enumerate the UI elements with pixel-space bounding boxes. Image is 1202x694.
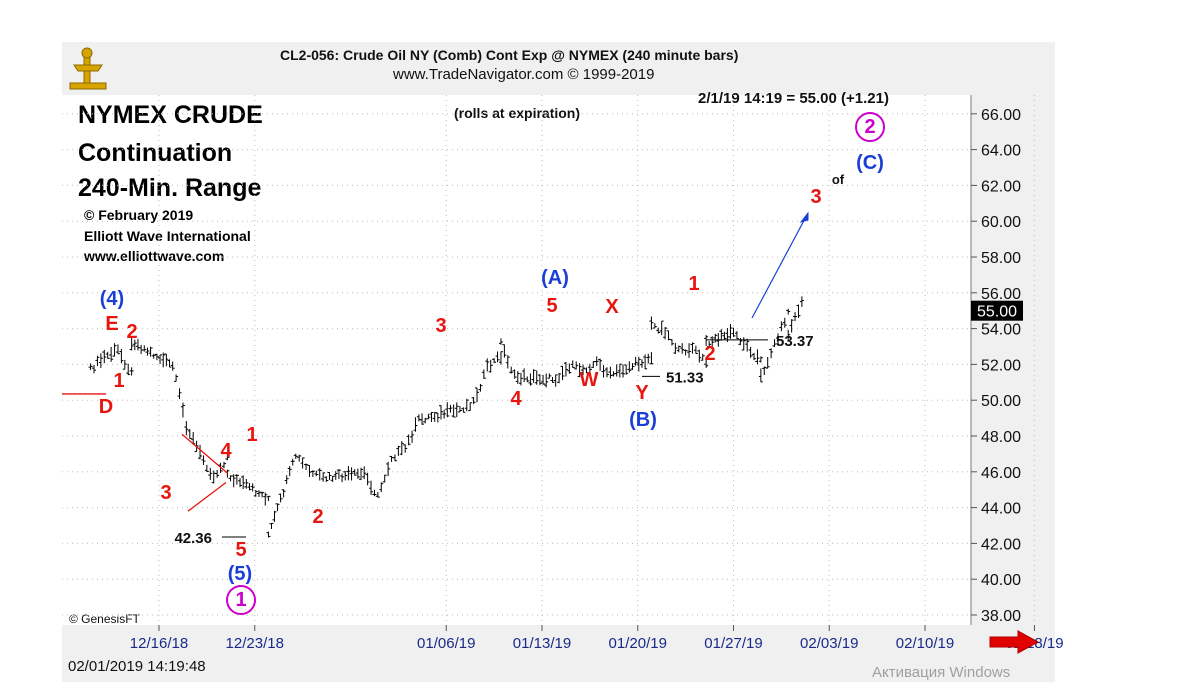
- trend-upper-line: [181, 433, 229, 475]
- wave-label: 3: [160, 482, 171, 504]
- wave-label: E: [105, 313, 118, 335]
- y-tick-label: 42.00: [981, 536, 1021, 553]
- x-tick-label: 12/16/18: [130, 635, 188, 652]
- wave-label: (5): [228, 563, 252, 585]
- level-label-53-37: 53.37: [776, 333, 814, 350]
- y-tick-label: 54.00: [981, 322, 1021, 339]
- y-tick-label: 40.00: [981, 572, 1021, 589]
- trend-lower-line: [187, 482, 227, 512]
- projection-arrow: [751, 212, 809, 319]
- level-label-51-33: 51.33: [666, 369, 704, 386]
- copyright-text: © February 2019: [84, 207, 194, 223]
- wave-label: 5: [235, 539, 246, 561]
- x-tick-label: 12/23/18: [226, 635, 284, 652]
- y-tick-label: 66.00: [981, 107, 1021, 124]
- wave-label: 4: [220, 440, 232, 462]
- level-label-42-36: 42.36: [174, 530, 212, 547]
- x-tick-label: 02/10/19: [896, 635, 954, 652]
- wave-label: 4: [510, 388, 522, 410]
- wave-label: 1: [688, 273, 699, 295]
- y-tick-label: 44.00: [981, 501, 1021, 518]
- title-line-1: NYMEX CRUDE: [78, 101, 263, 129]
- wave-label: (4): [100, 288, 124, 310]
- chart-header-title: CL2-056: Crude Oil NY (Comb) Cont Exp @ …: [280, 47, 739, 63]
- timestamp: 02/01/2019 14:19:48: [68, 658, 206, 675]
- x-tick-label: 02/03/19: [800, 635, 858, 652]
- wave-label: (B): [629, 409, 657, 431]
- roll-note: (rolls at expiration): [454, 105, 581, 121]
- windows-activation-watermark: Активация Windows: [872, 664, 1011, 681]
- y-tick-label: 50.00: [981, 393, 1021, 410]
- wave-label: 2: [704, 343, 715, 365]
- title-line-2: Continuation: [78, 139, 233, 167]
- wave-label: (C): [856, 152, 884, 174]
- chart-header-source: www.TradeNavigator.com © 1999-2019: [393, 66, 655, 83]
- wave-label: W: [580, 369, 599, 391]
- logo-icon: [69, 47, 107, 90]
- last-quote: 2/1/19 14:19 = 55.00 (+1.21): [698, 90, 889, 107]
- wave-label: 3: [810, 186, 821, 208]
- wave-circle: [226, 585, 256, 615]
- plot-area: [62, 95, 971, 625]
- y-tick-label: 56.00: [981, 286, 1021, 303]
- wave-label: 2: [312, 506, 323, 528]
- x-tick-label: 01/13/19: [513, 635, 571, 652]
- title-line-3: 240-Min. Range: [78, 174, 262, 202]
- wave-label: 1: [113, 370, 124, 392]
- scroll-right-arrow-icon[interactable]: [988, 630, 1044, 654]
- wave-label: 5: [546, 295, 557, 317]
- y-tick-label: 62.00: [981, 178, 1021, 195]
- grid: [62, 95, 1035, 625]
- wave-label: Y: [635, 382, 649, 404]
- wave-label: D: [99, 396, 113, 418]
- wave-label: 3: [435, 315, 446, 337]
- y-tick-label: 60.00: [981, 214, 1021, 231]
- wave-label: 2: [864, 116, 875, 138]
- projection-arrowhead: [799, 211, 809, 223]
- y-tick-label: 64.00: [981, 143, 1021, 160]
- x-tick-label: 01/20/19: [609, 635, 667, 652]
- org-url: www.elliottwave.com: [84, 248, 225, 264]
- wave-circle: [855, 112, 885, 142]
- wave-label: 1: [235, 589, 246, 611]
- x-tick-label: 01/06/19: [417, 635, 475, 652]
- last-price-label: 55.00: [977, 304, 1017, 321]
- wave-label: X: [605, 296, 619, 318]
- wave-label: (A): [541, 267, 569, 289]
- x-tick-label: 01/27/19: [704, 635, 762, 652]
- y-tick-label: 46.00: [981, 465, 1021, 482]
- wave-label: 1: [246, 424, 257, 446]
- y-tick-label: 48.00: [981, 429, 1021, 446]
- y-tick-label: 38.00: [981, 608, 1021, 625]
- price-bars: [88, 296, 804, 538]
- y-tick-label: 52.00: [981, 357, 1021, 374]
- wave-label: 2: [126, 321, 137, 343]
- org-name: Elliott Wave International: [84, 228, 251, 244]
- y-tick-label: 58.00: [981, 250, 1021, 267]
- last-price-box: [971, 300, 1023, 321]
- wave-label: of: [832, 172, 845, 187]
